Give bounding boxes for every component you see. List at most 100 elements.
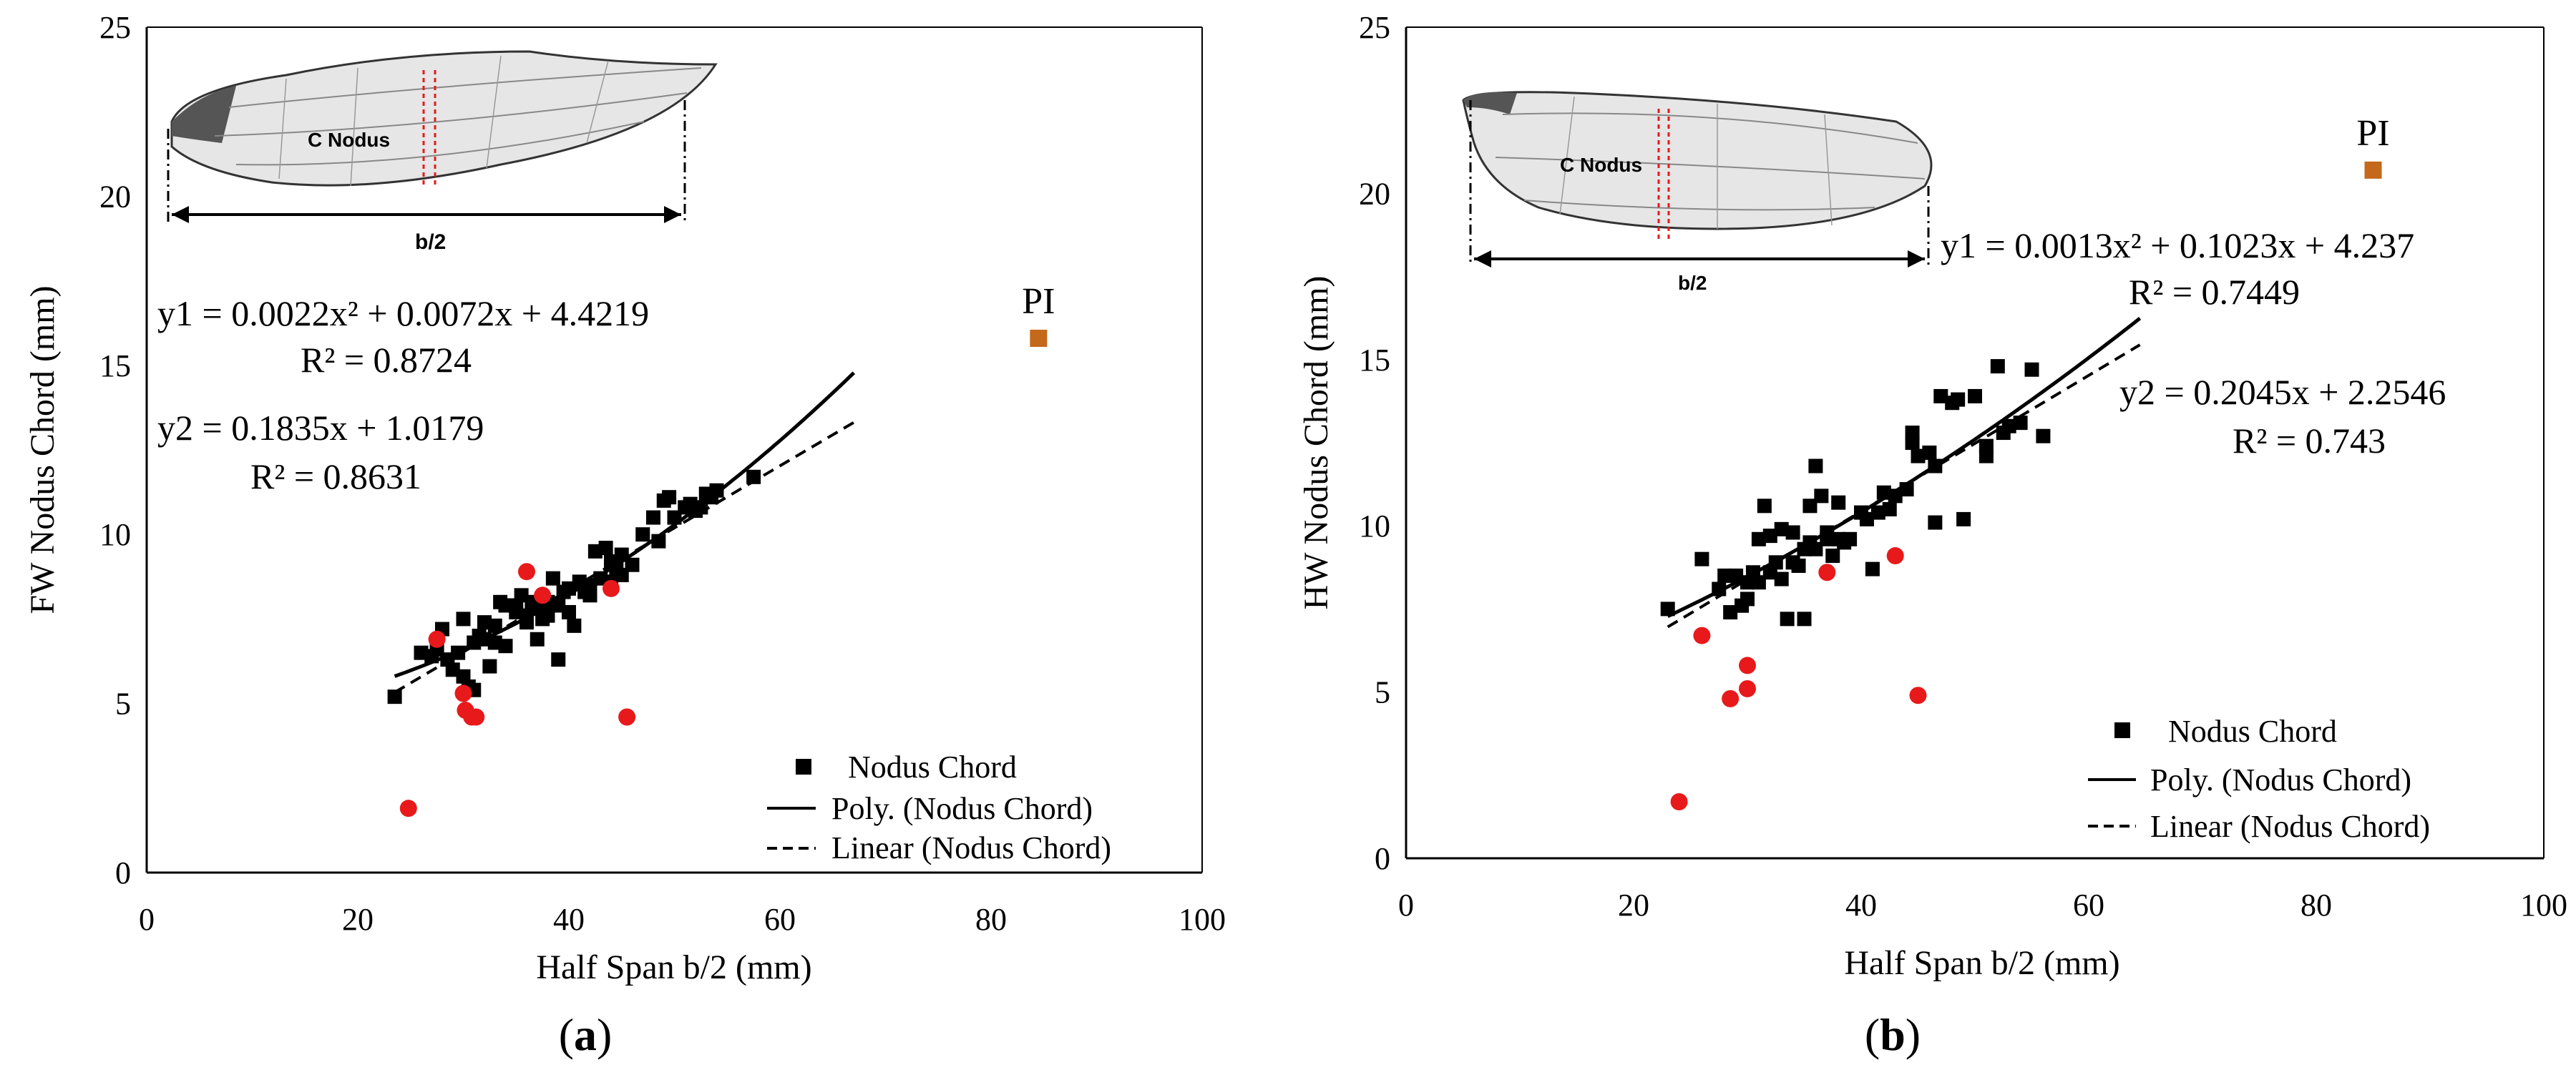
- nodus-chord-point: [1774, 521, 1789, 536]
- nodus-chord-point: [1694, 551, 1709, 566]
- nodus-chord-point: [1814, 489, 1829, 504]
- nodus-chord-point: [1865, 561, 1880, 576]
- nodus-chord-point: [646, 510, 660, 525]
- y-ticks-a: 0 5 10 15 20 25: [99, 10, 131, 890]
- y-tick-label: 15: [1359, 343, 1390, 378]
- legend-item-b-0: Nodus Chord: [2168, 714, 2337, 749]
- pi-data-point: [2364, 161, 2382, 179]
- nodus-chord-point: [567, 618, 582, 633]
- nodus-chord-point: [746, 469, 761, 484]
- nodus-chord-point: [530, 632, 545, 647]
- nodus-chord-point: [1979, 448, 1994, 463]
- x-tick-label: 80: [2301, 888, 2332, 923]
- legend-item-a-2: Linear (Nodus Chord): [831, 830, 1111, 865]
- red-data-point: [1722, 689, 1740, 707]
- red-data-point: [1693, 627, 1711, 644]
- inset-chord-label-a: C Nodus: [308, 129, 390, 151]
- red-data-point: [1739, 679, 1756, 697]
- nodus-chord-point: [1729, 568, 1744, 583]
- y-tick-label: 5: [1375, 675, 1390, 710]
- y-tick-label: 25: [99, 10, 131, 45]
- nodus-chord-point: [662, 490, 677, 505]
- legend-item-b-2: Linear (Nodus Chord): [2150, 809, 2430, 844]
- legend-marker-square-b: [2114, 722, 2130, 738]
- linear-equation-a: y2 = 0.1835x + 1.0179: [157, 408, 484, 448]
- nodus-chord-point: [456, 612, 471, 627]
- y-tick-label: 20: [99, 179, 131, 214]
- nodus-chord-point: [1876, 485, 1891, 500]
- nodus-chord-point: [1785, 525, 1800, 540]
- nodus-chord-point: [625, 557, 640, 572]
- panel-b: 0 5 10 15 20 25 0 20 40 60 80 100 C Nodus b/2 PI y…: [1297, 10, 2567, 1060]
- x-tick-label: 40: [1845, 888, 1877, 923]
- nodus-chord-point: [551, 652, 566, 667]
- nodus-chord-point: [709, 483, 724, 498]
- x-tick-label: 20: [342, 902, 374, 937]
- nodus-chord-point: [1870, 505, 1885, 520]
- y-tick-label: 15: [99, 348, 131, 383]
- y-ticks-b: 0 5 10 15 20 25: [1359, 10, 1390, 876]
- nodus-chord-point: [1751, 531, 1766, 546]
- nodus-chord-point: [1774, 571, 1789, 586]
- nodus-chord-point: [1808, 541, 1823, 556]
- nodus-chord-point: [1831, 495, 1846, 510]
- red-data-point: [518, 563, 535, 581]
- nodus-chord-point: [1723, 605, 1738, 620]
- panel-label-b: (b): [1865, 1009, 1921, 1060]
- red-data-point: [1818, 564, 1836, 581]
- nodus-chord-point: [2013, 416, 2028, 431]
- poly-r2-b: R² = 0.7449: [2129, 272, 2300, 312]
- data-points-b: PI: [1660, 113, 2390, 810]
- nodus-chord-point: [1859, 511, 1874, 526]
- nodus-chord-point: [635, 527, 650, 542]
- nodus-chord-point: [1825, 549, 1840, 564]
- axes-frame-a: [145, 26, 1203, 874]
- nodus-chord-point: [1751, 575, 1766, 590]
- y-axis-title-b: HW Nodus Chord (mm): [1297, 275, 1335, 609]
- x-axis-title-b: Half Span b/2 (mm): [1844, 944, 2119, 982]
- nodus-chord-point: [545, 571, 560, 586]
- linear-r2-b: R² = 0.743: [2233, 421, 2386, 461]
- nodus-chord-point: [1922, 445, 1937, 460]
- y-tick-label: 25: [1359, 10, 1390, 45]
- red-data-point: [602, 579, 620, 597]
- y-tick-label: 0: [1375, 841, 1390, 876]
- nodus-chord-point: [2024, 362, 2039, 377]
- forewing-inset: C Nodus b/2: [167, 50, 718, 254]
- poly-equation-a: y1 = 0.0022x² + 0.0072x + 4.4219: [157, 293, 649, 333]
- legend-item-b-1: Poly. (Nodus Chord): [2150, 762, 2411, 797]
- poly-equation-b: y1 = 0.0013x² + 0.1023x + 4.237: [1941, 225, 2414, 265]
- nodus-chord-point: [1762, 529, 1777, 544]
- nodus-chord-point: [1928, 458, 1943, 473]
- nodus-chord-point: [482, 659, 497, 674]
- nodus-chord-point: [562, 604, 576, 619]
- x-tick-label: 40: [553, 902, 585, 937]
- nodus-chord-point: [1712, 581, 1727, 597]
- nodus-chord-point: [1888, 489, 1903, 504]
- nodus-chord-point: [1802, 499, 1818, 514]
- nodus-chord-point: [1899, 482, 1914, 497]
- nodus-chord-point: [387, 689, 402, 705]
- panel-a: 0 5 10 15 20 25 0 20 40 60 80 100 C Nodus b/2 PI y…: [24, 10, 1226, 1060]
- nodus-chord-point: [1990, 359, 2005, 374]
- pi-data-point: [1030, 329, 1048, 347]
- nodus-chord-point: [1768, 555, 1783, 570]
- nodus-chord-point: [2001, 418, 2016, 433]
- nodus-chord-point: [1808, 458, 1823, 473]
- legend-item-a-1: Poly. (Nodus Chord): [831, 791, 1093, 826]
- nodus-chord-point: [1968, 388, 1982, 403]
- y-tick-label: 20: [1359, 176, 1390, 211]
- red-data-point: [618, 708, 636, 726]
- legend-b: Nodus Chord Poly. (Nodus Chord) Linear (…: [2088, 714, 2430, 844]
- red-data-point: [399, 800, 417, 818]
- inset-span-label-b: b/2: [1678, 272, 1707, 294]
- x-tick-label: 20: [1618, 888, 1649, 923]
- x-tick-label: 0: [1398, 888, 1414, 923]
- linear-r2-a: R² = 0.8631: [250, 456, 421, 496]
- red-data-point: [454, 684, 472, 702]
- red-data-point: [534, 586, 552, 604]
- y-tick-label: 10: [1359, 509, 1390, 544]
- y-axis-title-a: FW Nodus Chord (mm): [24, 285, 62, 614]
- inset-span-label-a: b/2: [415, 230, 446, 254]
- red-data-point: [428, 630, 446, 648]
